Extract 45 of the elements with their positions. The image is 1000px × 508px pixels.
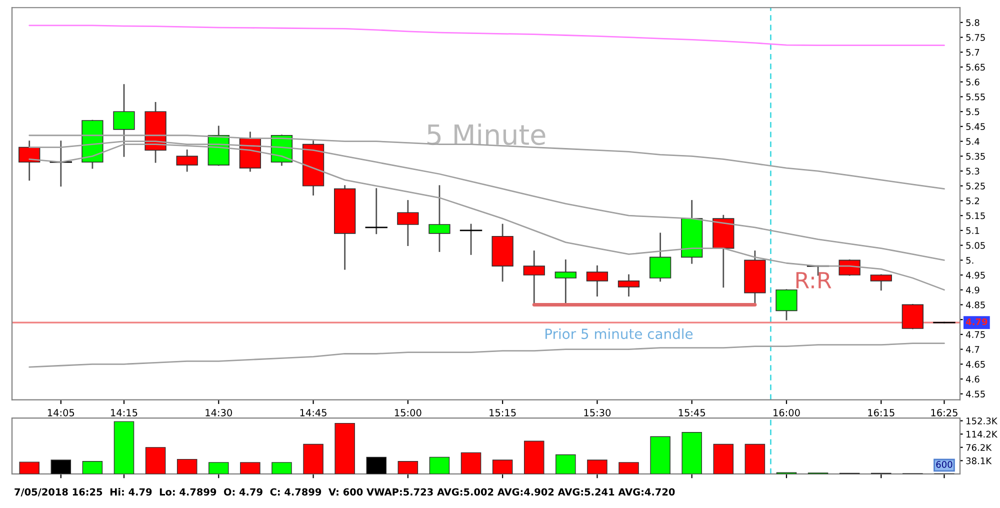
y-tick-label: 5.05 bbox=[966, 242, 985, 249]
y-tick-label: 4.65 bbox=[966, 360, 985, 368]
y-tick-label: 4.95 bbox=[966, 272, 985, 279]
x-tick-label: 14:15 bbox=[111, 409, 138, 416]
x-tick-label: 14:30 bbox=[206, 408, 232, 416]
y-tick-label: 5.8 bbox=[966, 19, 980, 26]
x-tick-label: 15:45 bbox=[678, 409, 706, 416]
y-tick-label: 5.1 bbox=[966, 227, 980, 234]
x-tick-label: 16:25 bbox=[931, 408, 958, 416]
y-tick-label: 5.35 bbox=[966, 152, 985, 160]
x-tick-label: 15:00 bbox=[394, 408, 422, 416]
y-tick-label: 38.1K bbox=[966, 457, 992, 464]
text: 7/05/2018 16:25 Hi: 4.79 Lo: 4.7899 O: 4.79 C: 4.7899 V: 600 VWAP:5.723 AVG:5.002 AVG:4.902 AVG:5.241 AVG:4.720 bbox=[14, 488, 675, 496]
y-tick-label: 4.55 bbox=[966, 390, 985, 398]
x-tick-label: 16:15 bbox=[868, 408, 894, 416]
y-tick-label: 4.85 bbox=[966, 301, 985, 308]
annotation: R:R bbox=[796, 272, 832, 288]
y-tick-label: 5.2 bbox=[966, 197, 980, 204]
y-tick-label: 5.7 bbox=[966, 49, 980, 56]
y-tick-label: 5. bbox=[966, 257, 974, 264]
y-tick-label: 4.75 bbox=[966, 331, 985, 338]
y-tick-label: 5.5 bbox=[966, 108, 980, 116]
y-tick-label: 4.7 bbox=[966, 346, 980, 353]
data-label: 600 bbox=[936, 461, 952, 468]
y-tick-label: 5.65 bbox=[966, 64, 985, 71]
y-tick-label: 4.9 bbox=[966, 286, 980, 294]
y-tick-label: 5.75 bbox=[966, 34, 985, 41]
y-tick-label: 5.45 bbox=[966, 123, 985, 130]
x-tick-label: 14:45 bbox=[300, 409, 326, 416]
y-tick-label: 5.55 bbox=[966, 94, 985, 100]
x-tick-label: 15:30 bbox=[584, 408, 611, 416]
x-tick-label: 16:00 bbox=[774, 408, 800, 416]
y-tick-label: 76.2K bbox=[966, 444, 992, 451]
x-tick-label: 14:05 bbox=[48, 408, 74, 416]
y-tick-label: 114.2K bbox=[966, 430, 998, 438]
y-tick-label: 5.3 bbox=[966, 168, 980, 175]
y-tick-label: 5.25 bbox=[966, 182, 985, 190]
y-tick-label: 4.6 bbox=[966, 376, 980, 383]
ref-line-label: 4.79 bbox=[966, 318, 988, 326]
y-tick-label: 5.4 bbox=[966, 138, 980, 145]
x-tick-label: 15:15 bbox=[490, 409, 516, 416]
y-tick-label: 5.15 bbox=[966, 212, 985, 220]
annotation: Prior 5 minute candle bbox=[546, 328, 693, 340]
y-tick-label: 5.6 bbox=[966, 78, 980, 86]
y-tick-label: 152.3K bbox=[966, 418, 998, 424]
